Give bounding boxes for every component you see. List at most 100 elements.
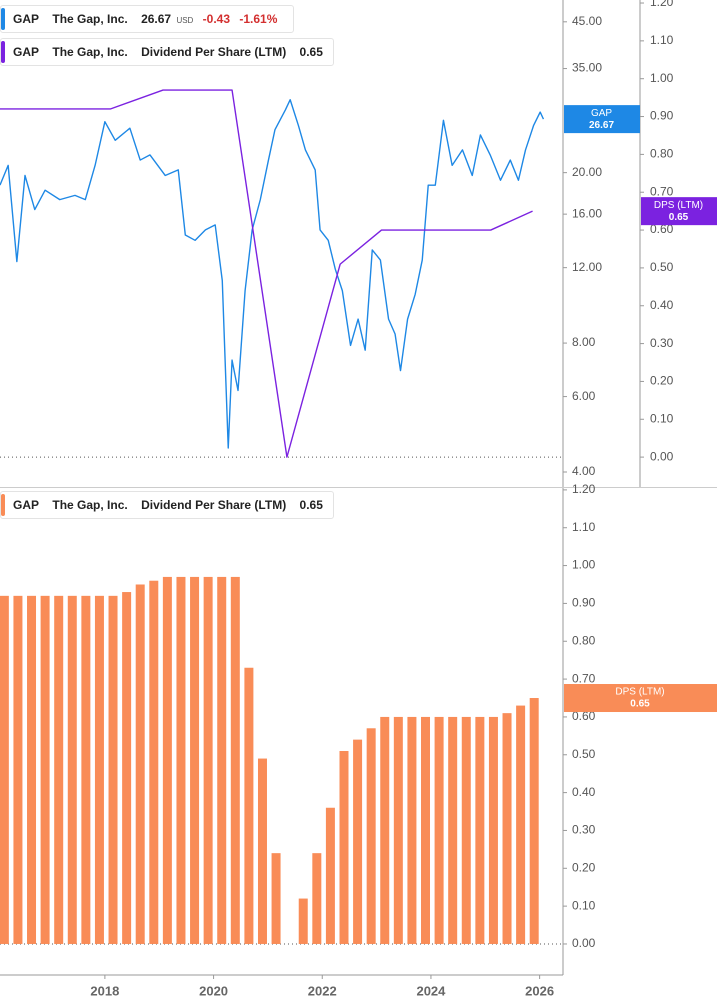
- bar: [203, 576, 213, 944]
- y2-tick-label: 0.60: [650, 222, 674, 236]
- y-tick-label: 0.40: [572, 785, 596, 799]
- y2-tick-label: 1.20: [650, 0, 674, 9]
- bar: [217, 576, 227, 944]
- x-tick-label: 2024: [416, 983, 446, 998]
- y2-tick-label: 0.30: [650, 336, 674, 350]
- y-tick-label: 6.00: [572, 389, 596, 403]
- bar: [108, 595, 118, 944]
- legend-currency: USD: [176, 16, 194, 25]
- y-tick-label: 1.20: [572, 482, 596, 496]
- bar: [312, 853, 322, 944]
- badge-value: 0.65: [669, 212, 689, 223]
- bar: [40, 595, 50, 944]
- y-tick-label: 0.70: [572, 671, 596, 685]
- badge-name: DPS (LTM): [654, 200, 703, 211]
- y-tick-label: 0.60: [572, 709, 596, 723]
- y-tick-label: 0.20: [572, 860, 596, 874]
- value-badge: [564, 105, 640, 134]
- legend-ticker: GAP: [13, 12, 40, 26]
- y-tick-label: 0.50: [572, 747, 596, 761]
- legend-swatch: [1, 41, 5, 63]
- legend: GAP The Gap, Inc. Dividend Per Share (LT…: [0, 38, 334, 66]
- y-tick-label: 16.00: [572, 206, 602, 220]
- bar: [67, 595, 77, 944]
- bar: [0, 595, 9, 944]
- y-tick-label: 0.30: [572, 823, 596, 837]
- value-badge: [641, 197, 717, 226]
- y2-tick-label: 0.10: [650, 411, 674, 425]
- y-tick-label: 45.00: [572, 14, 602, 28]
- bar: [339, 750, 349, 944]
- y2-tick-label: 0.70: [650, 184, 674, 198]
- bar: [122, 592, 132, 944]
- bar: [176, 576, 186, 944]
- y-tick-label: 8.00: [572, 335, 596, 349]
- legend-metric: Dividend Per Share (LTM): [141, 498, 287, 512]
- bar: [393, 716, 403, 944]
- bar: [488, 716, 498, 944]
- bar: [230, 576, 240, 944]
- y2-tick-label: 0.40: [650, 298, 674, 312]
- y-tick-label: 0.10: [572, 898, 596, 912]
- y-tick-label: 1.00: [572, 558, 596, 572]
- y2-tick-label: 0.00: [650, 449, 674, 463]
- bar: [135, 584, 145, 944]
- legend-value: 0.65: [299, 45, 323, 59]
- bar: [27, 595, 37, 944]
- bar: [502, 713, 512, 944]
- bar: [448, 716, 458, 944]
- legend-swatch: [1, 8, 5, 30]
- y2-tick-label: 1.00: [650, 71, 674, 85]
- y2-tick-label: 0.80: [650, 147, 674, 161]
- bar: [353, 739, 363, 944]
- legend-value: 0.65: [299, 498, 323, 512]
- badge-name: GAP: [591, 108, 612, 119]
- bar: [271, 853, 281, 944]
- legend-company: The Gap, Inc.: [52, 45, 128, 59]
- y-tick-label: 0.90: [572, 596, 596, 610]
- bar: [475, 716, 485, 944]
- bar: [407, 716, 417, 944]
- x-tick-label: 2020: [199, 983, 228, 998]
- bar: [298, 898, 308, 944]
- y2-tick-label: 0.20: [650, 374, 674, 388]
- x-tick-label: 2018: [90, 983, 119, 998]
- y-tick-label: 20.00: [572, 165, 602, 179]
- y-tick-label: 12.00: [572, 260, 602, 274]
- y-tick-label: 0.00: [572, 936, 596, 950]
- y-tick-label: 0.80: [572, 633, 596, 647]
- legend-metric: Dividend Per Share (LTM): [141, 45, 287, 59]
- y-tick-label: 1.10: [572, 520, 596, 534]
- y-tick-label: 35.00: [572, 61, 602, 75]
- legend-company: The Gap, Inc.: [52, 12, 128, 26]
- legend-change: -0.43: [202, 12, 231, 26]
- bar: [244, 667, 254, 944]
- x-tick-label: 2026: [525, 983, 554, 998]
- bar: [13, 595, 23, 944]
- bar: [162, 576, 172, 944]
- badge-name: DPS (LTM): [615, 687, 664, 698]
- bar: [529, 698, 539, 944]
- legend-company: The Gap, Inc.: [52, 498, 128, 512]
- bar: [190, 576, 200, 944]
- bar: [257, 758, 267, 944]
- bar: [380, 716, 390, 944]
- y2-tick-label: 1.10: [650, 33, 674, 47]
- series-line: [0, 99, 545, 449]
- bar: [461, 716, 471, 944]
- bar: [366, 728, 376, 944]
- legend-price: 26.67: [141, 12, 172, 26]
- bar: [421, 716, 431, 944]
- bar: [81, 595, 91, 944]
- bar: [94, 595, 104, 944]
- x-tick-label: 2022: [308, 983, 337, 998]
- bar: [434, 716, 444, 944]
- legend-ticker: GAP: [13, 45, 40, 59]
- badge-value: 0.65: [630, 699, 650, 710]
- bar: [516, 705, 526, 944]
- y-tick-label: 4.00: [572, 464, 596, 478]
- legend-change-pct: -1.61%: [239, 12, 278, 26]
- legend-ticker: GAP: [13, 498, 40, 512]
